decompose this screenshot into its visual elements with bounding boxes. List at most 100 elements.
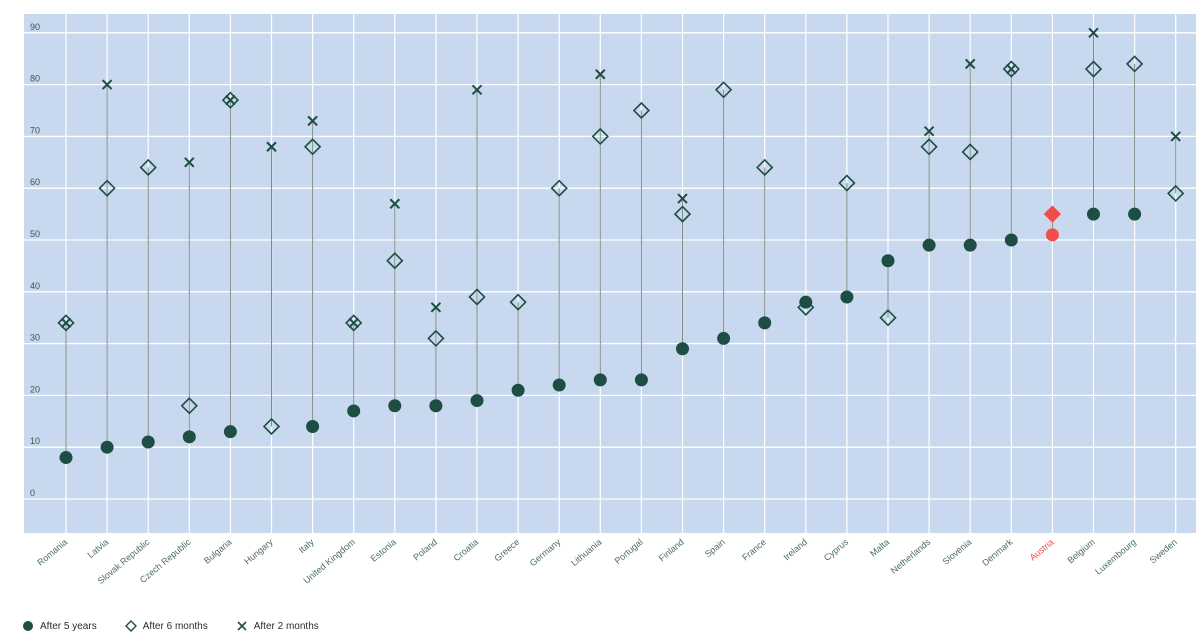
marker-after-5-years (347, 404, 361, 418)
legend-label: After 6 months (142, 620, 208, 632)
marker-after-5-years (470, 394, 484, 408)
plot-background (24, 14, 1196, 533)
marker-after-5-years (552, 378, 566, 392)
marker-after-5-years (922, 238, 936, 252)
x-axis-label: Austria (1028, 537, 1056, 563)
marker-after-2-months (964, 58, 976, 70)
marker-after-6-months (427, 329, 445, 348)
marker-after-5-years (182, 430, 196, 444)
marker-after-6-months (345, 314, 363, 332)
x-axis-label: Greece (492, 537, 521, 564)
marker-after-2-months (677, 193, 688, 204)
marker-after-5-years (100, 440, 114, 454)
y-tick-label: 90 (30, 22, 40, 32)
marker-after-5-years (881, 254, 895, 268)
x-axis-label: Spain (703, 537, 727, 559)
x-axis-label: Estonia (369, 537, 398, 564)
marker-after-2-months (1006, 63, 1017, 75)
x-axis-label: Bulgaria (202, 537, 234, 566)
marker-after-5-years (799, 295, 813, 309)
x-axis-label: Malta (868, 537, 891, 559)
x-axis-label: Poland (411, 537, 439, 563)
marker-after-5-years (306, 419, 320, 433)
marker-after-2-months (923, 126, 935, 137)
marker-after-5-years (511, 383, 525, 397)
connector-lines (65, 32, 1177, 458)
x-axis-label: Croatia (452, 537, 481, 563)
marker-after-2-months (1088, 27, 1099, 39)
marker-after-2-months (430, 302, 442, 313)
y-axis-ticks: 0 10 20 30 40 50 60 70 80 90 (30, 22, 40, 498)
circle-marker-icon (23, 621, 33, 631)
marker-after-6-months (221, 91, 240, 109)
y-tick-label: 40 (30, 281, 40, 291)
marker-after-5-years (963, 238, 977, 252)
marker-after-5-years (840, 290, 854, 304)
marker-after-6-months (920, 138, 938, 156)
marker-after-6-months (1167, 184, 1185, 203)
marker-after-5-years (1087, 207, 1100, 221)
marker-after-5-years (634, 373, 648, 387)
marker-after-2-months (1170, 131, 1181, 142)
x-axis-label: Hungary (242, 537, 275, 567)
y-tick-label: 20 (30, 384, 40, 394)
marker-after-6-months (632, 101, 651, 120)
marker-after-6-months (1084, 60, 1103, 78)
x-axis-label: Ireland (782, 537, 810, 562)
marker-after-6-months (180, 397, 198, 415)
marker-after-2-months (266, 141, 277, 152)
marker-after-6-months (1002, 60, 1020, 78)
legend-label: After 5 years (40, 620, 97, 632)
marker-after-6-months (509, 293, 527, 311)
marker-after-6-months (838, 174, 856, 192)
x-axis-label: Germany (528, 537, 563, 569)
marker-after-2-months (389, 198, 401, 209)
marker-after-6-months (303, 138, 322, 156)
marker-after-5-years (1004, 233, 1018, 247)
legend-item-6-months: After 6 months (124, 620, 208, 632)
y-tick-label: 50 (30, 229, 40, 239)
marker-after-5-years (388, 399, 402, 413)
x-axis-label: Luxembourg (1093, 537, 1138, 577)
marker-after-2-months (348, 317, 359, 329)
y-tick-label: 0 (30, 488, 35, 498)
legend-label: After 2 months (253, 620, 319, 632)
x-axis-label: Portugal (613, 537, 645, 566)
marker-after-6-months (262, 417, 281, 436)
x-axis-label: Slovenia (941, 537, 974, 567)
y-tick-label: 80 (30, 74, 40, 84)
marker-after-5-years (141, 435, 155, 449)
x-axis-label: Netherlands (889, 537, 933, 576)
marker-after-5-years (758, 316, 772, 330)
marker-after-5-years (1128, 207, 1142, 221)
marker-after-6-months (98, 179, 116, 197)
marker-after-5-years (593, 373, 607, 387)
marker-after-6-months (591, 127, 609, 146)
x-axis-label: Denmark (980, 537, 1015, 568)
marker-after-6-months (139, 158, 157, 177)
x-axis-label: Italy (297, 537, 316, 556)
y-tick-label: 70 (30, 125, 40, 135)
marker-after-5-years (59, 451, 73, 465)
x-axis-label: Belgium (1065, 537, 1096, 566)
marker-after-5-years (223, 425, 237, 439)
y-tick-label: 60 (30, 177, 40, 187)
marker-after-6-months (961, 143, 979, 161)
marker-after-2-months (471, 84, 483, 95)
x-axis-label: Lithuania (569, 537, 603, 568)
marker-after-6-months (550, 179, 568, 197)
marker-after-5-years (429, 399, 443, 413)
x-axis-label: Sweden (1148, 537, 1179, 566)
legend-item-5-years: After 5 years (22, 620, 97, 632)
x-axis-label: Cyprus (822, 537, 851, 563)
marker-after-6-months (468, 288, 486, 306)
marker-after-2-months (184, 157, 195, 168)
marker-after-6-months (879, 309, 897, 327)
legend-item-2-months: After 2 months (236, 620, 319, 632)
diamond-marker-icon (124, 620, 137, 632)
x-axis-label: Latvia (86, 537, 111, 560)
marker-after-6-months (673, 205, 692, 223)
marker-after-6-months (57, 314, 75, 332)
y-tick-label: 10 (30, 436, 40, 446)
